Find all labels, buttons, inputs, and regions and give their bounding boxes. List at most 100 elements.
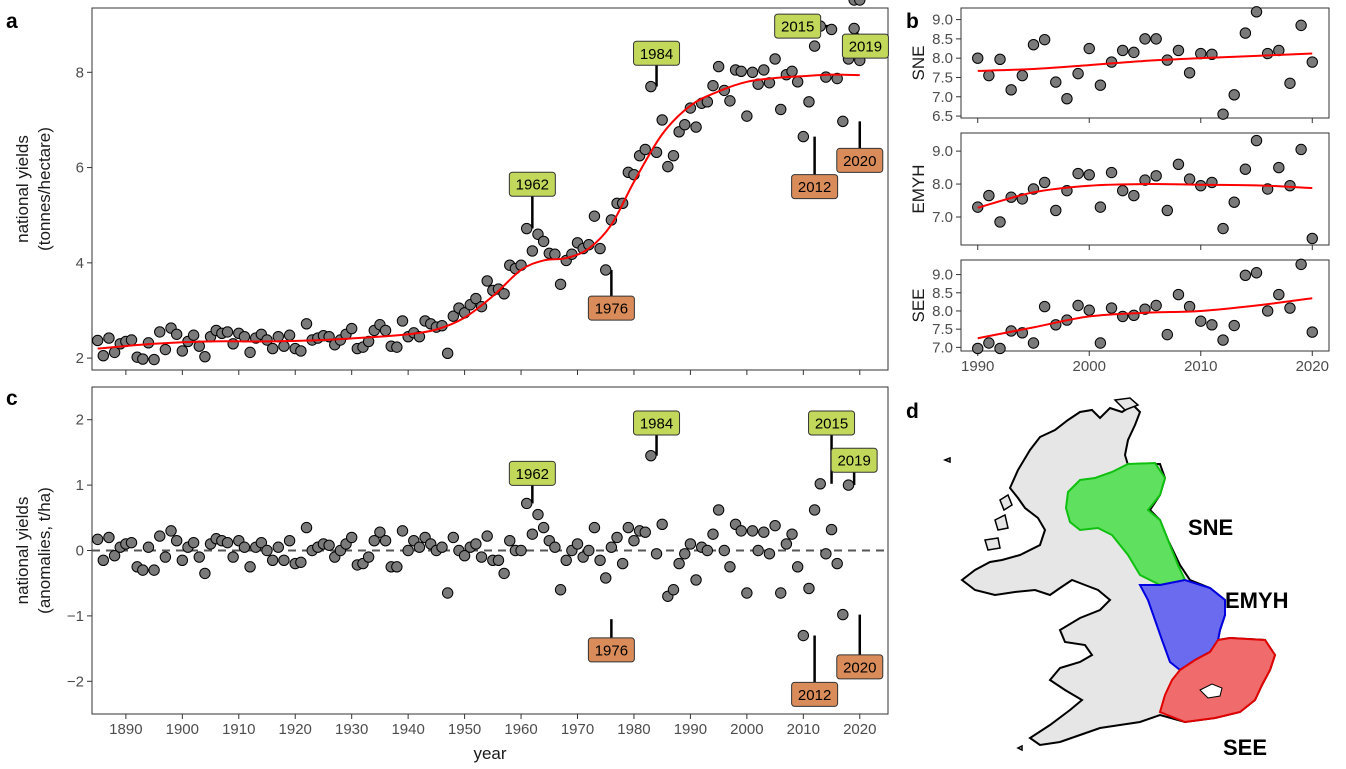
y-tick-label-c: 0 bbox=[76, 543, 84, 560]
y-tick-label-b-sne: 9.0 bbox=[932, 12, 953, 29]
data-point-c bbox=[532, 508, 544, 521]
data-point-b-sne bbox=[1072, 67, 1084, 80]
data-point-a bbox=[244, 346, 256, 359]
data-point-b-sne bbox=[1250, 6, 1263, 18]
data-point-b-sne bbox=[1061, 93, 1073, 105]
data-point-a bbox=[662, 160, 674, 173]
data-point-a bbox=[526, 245, 539, 257]
x-tick-label-c: 1890 bbox=[109, 721, 142, 738]
data-point-c bbox=[622, 521, 635, 534]
data-point-b-emyh bbox=[1206, 176, 1218, 189]
data-point-c bbox=[741, 587, 753, 599]
data-point-b-see bbox=[972, 342, 984, 355]
data-point-b-see bbox=[1261, 305, 1274, 317]
map-region-sne bbox=[1064, 461, 1187, 587]
data-point-b-emyh bbox=[1038, 176, 1051, 189]
annotation-box-c-1984 bbox=[633, 410, 681, 436]
y-axis-title-b-sne: SNE bbox=[909, 46, 928, 81]
data-point-c bbox=[470, 538, 482, 550]
data-point-a bbox=[537, 235, 550, 248]
data-point-c bbox=[645, 449, 657, 462]
data-point-b-emyh bbox=[1228, 196, 1240, 208]
data-point-a bbox=[656, 114, 668, 126]
map-label-see: SEE bbox=[1223, 735, 1267, 760]
data-point-c bbox=[379, 534, 392, 547]
data-point-c bbox=[187, 536, 200, 549]
annotation-box-a-1984 bbox=[633, 40, 681, 66]
annotation-label-c: 1976 bbox=[595, 642, 628, 659]
data-point-c bbox=[402, 544, 414, 557]
x-tick-label-b-see: 2000 bbox=[1073, 358, 1106, 375]
data-point-a bbox=[769, 53, 781, 65]
data-point-c bbox=[238, 541, 251, 553]
data-point-b-emyh bbox=[1273, 161, 1285, 174]
data-point-a bbox=[159, 343, 172, 356]
data-point-c bbox=[526, 528, 539, 540]
data-point-a bbox=[391, 341, 403, 353]
data-point-b-see bbox=[1094, 337, 1107, 349]
data-point-b-see bbox=[1195, 315, 1207, 327]
y-tick-label-b-emyh: 8.0 bbox=[932, 176, 953, 193]
annotation-label-a: 2019 bbox=[849, 39, 882, 56]
data-point-c bbox=[193, 551, 205, 563]
data-point-a bbox=[667, 149, 680, 162]
data-point-c bbox=[712, 504, 725, 516]
data-point-a bbox=[645, 80, 657, 93]
data-point-c bbox=[808, 504, 821, 516]
data-point-a bbox=[125, 334, 138, 346]
data-point-a bbox=[837, 115, 849, 128]
plot-frame-a bbox=[91, 7, 889, 371]
data-point-c bbox=[176, 554, 189, 567]
y-tick-label-b-emyh: 7.0 bbox=[932, 209, 953, 226]
data-point-a bbox=[154, 326, 166, 338]
data-point-b-see bbox=[1027, 337, 1040, 349]
data-point-b-emyh bbox=[1295, 143, 1307, 156]
y-tick-label-b-see: 8.5 bbox=[932, 285, 953, 302]
data-point-b-sne bbox=[1050, 76, 1062, 88]
data-point-c bbox=[803, 582, 815, 595]
data-point-b-see bbox=[1150, 299, 1162, 312]
data-point-c bbox=[780, 538, 793, 550]
data-point-a bbox=[221, 326, 234, 338]
data-point-b-sne bbox=[1228, 89, 1240, 101]
y-axis-title-c: national yields bbox=[13, 497, 32, 605]
data-point-b-see bbox=[1183, 300, 1196, 313]
data-point-c bbox=[679, 548, 691, 560]
data-point-b-see bbox=[983, 337, 995, 349]
data-point-c bbox=[628, 534, 640, 547]
data-point-a bbox=[746, 66, 759, 79]
y-axis-title-b-emyh: EMYH bbox=[909, 164, 928, 213]
annotation-label-c: 1984 bbox=[640, 415, 673, 432]
y-tick-label-a: 2 bbox=[76, 350, 84, 367]
data-point-c bbox=[667, 584, 680, 596]
data-point-c bbox=[616, 557, 629, 570]
annotation-box-c-2020 bbox=[836, 654, 884, 680]
data-point-b-see bbox=[1161, 328, 1174, 341]
y-tick-label-b-see: 8.0 bbox=[932, 303, 953, 320]
data-point-a bbox=[266, 342, 279, 355]
data-point-a bbox=[283, 329, 296, 341]
data-point-b-see bbox=[994, 342, 1006, 355]
x-tick-label-c: 1930 bbox=[335, 721, 368, 738]
data-point-c bbox=[825, 523, 838, 536]
data-point-a bbox=[396, 315, 409, 327]
data-point-c bbox=[413, 541, 426, 553]
y-tick-label-c: −1 bbox=[67, 608, 84, 625]
data-point-c bbox=[831, 557, 843, 570]
x-tick-label-c: 1910 bbox=[222, 721, 255, 738]
x-tick-label-c: 1900 bbox=[166, 721, 199, 738]
data-point-a bbox=[362, 335, 375, 348]
data-point-c bbox=[504, 534, 516, 547]
data-point-a bbox=[520, 222, 533, 235]
data-point-b-sne bbox=[1172, 44, 1185, 57]
annotation-label-a: 1962 bbox=[516, 177, 549, 194]
data-point-c bbox=[266, 554, 279, 567]
annotation-label-c: 2020 bbox=[843, 659, 876, 676]
data-point-c bbox=[814, 478, 826, 490]
annotation-box-a-2015 bbox=[774, 13, 822, 39]
y-tick-label-b-emyh: 9.0 bbox=[932, 143, 953, 160]
data-point-c bbox=[137, 564, 149, 576]
data-point-c bbox=[746, 525, 759, 537]
plot-frame-b-sne bbox=[960, 7, 1330, 119]
